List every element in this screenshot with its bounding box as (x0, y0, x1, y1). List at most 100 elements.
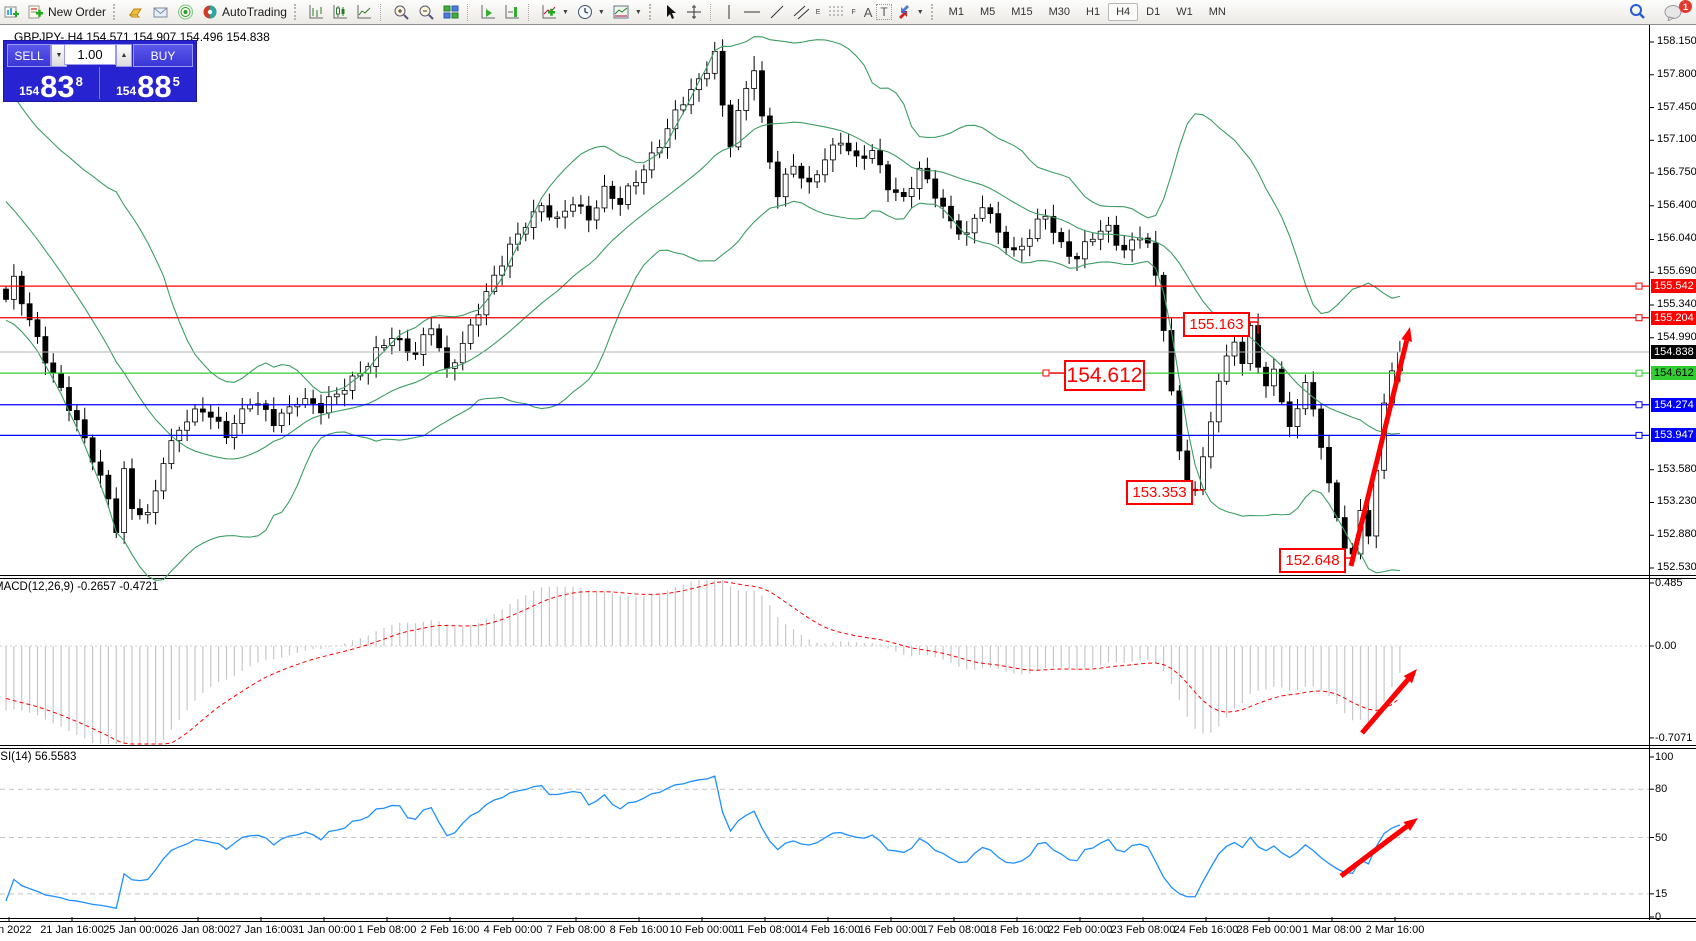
new-order-button[interactable]: New Order (24, 3, 110, 21)
indicators-button[interactable]: ▼ (537, 3, 573, 21)
tab-timeframe-M15[interactable]: M15 (1011, 6, 1033, 18)
zoom-in-icon (394, 5, 409, 20)
chat-icon (1664, 5, 1682, 21)
crosshair-button[interactable] (682, 3, 706, 21)
new-order-label: New Order (48, 5, 107, 19)
periods-icon (577, 5, 592, 19)
tab-timeframe-H1[interactable]: H1 (1086, 6, 1101, 18)
macd-indicator (0, 580, 1654, 745)
cursor-button[interactable] (659, 3, 682, 21)
trendline-button[interactable] (765, 3, 789, 21)
arrows-button[interactable]: ▼ (892, 3, 928, 21)
toolbar-grip (113, 4, 120, 20)
chart-shift-button[interactable] (500, 3, 524, 21)
volume-up-button[interactable]: ▲ (116, 44, 132, 67)
templates-button[interactable]: ▼ (609, 3, 646, 21)
tab-timeframe-M5[interactable]: M5 (979, 6, 996, 18)
toolbar-grip (648, 4, 656, 20)
time-axis (8, 917, 1396, 922)
buy-price[interactable]: 154 88 5 (100, 65, 196, 103)
trendline-icon (770, 5, 784, 19)
toolbar-grip (930, 4, 938, 20)
auto-scroll-button[interactable] (476, 3, 500, 21)
sell-button[interactable]: SELL (7, 44, 51, 67)
horizontal-line-button[interactable] (739, 3, 765, 21)
buy-button[interactable]: BUY (133, 44, 193, 67)
tab-timeframe-W1[interactable]: W1 (1176, 6, 1193, 18)
indicators-icon (542, 5, 556, 19)
templates-dropdown-icon: ▼ (634, 8, 642, 16)
tab-timeframe-MN[interactable]: MN (1208, 6, 1226, 18)
channel-tag: E (815, 8, 821, 16)
text-button[interactable]: A (860, 4, 877, 21)
level-line-handle[interactable] (1635, 282, 1643, 290)
horizontal-level-lines (0, 282, 1649, 439)
tab-timeframe-M30[interactable]: M30 (1048, 6, 1071, 18)
price-divider (99, 67, 100, 99)
autotrading-label: AutoTrading (222, 5, 287, 19)
timeframe-bar: M1 M5 M15 M30 H1 H4 D1 W1 MN (941, 3, 1234, 21)
line-chart-button[interactable] (352, 3, 376, 21)
buy-price-prefix: 154 (116, 84, 137, 98)
chart-title: GBPJPY-,H4 154.571 154.907 154.496 154.8… (14, 30, 270, 44)
buy-price-big: 88 (137, 69, 172, 104)
tile-windows-button[interactable] (439, 3, 463, 21)
text-label-button[interactable]: T (876, 4, 892, 20)
sell-price-sup: 8 (75, 74, 83, 89)
level-line-handle[interactable] (1635, 401, 1643, 409)
notifications-button[interactable]: 1 (1660, 0, 1692, 22)
signal-icon (178, 4, 194, 20)
tab-timeframe-M1[interactable]: M1 (948, 6, 964, 18)
fibonacci-button[interactable]: F (824, 3, 859, 21)
sell-price[interactable]: 154 83 8 (4, 65, 98, 103)
auto-scroll-icon (481, 5, 495, 19)
mail-button[interactable] (148, 3, 173, 21)
signal-button[interactable] (173, 3, 198, 21)
tile-windows-icon (443, 5, 459, 19)
gold-button[interactable] (123, 3, 148, 21)
crosshair-icon (686, 5, 701, 19)
equidistant-channel-button[interactable]: E (789, 3, 825, 21)
bollinger-bands (5, 36, 1401, 581)
arrows-icon (898, 5, 909, 19)
toolbar-grip (293, 4, 301, 20)
periods-button[interactable]: ▼ (573, 3, 609, 21)
text-icon: A (863, 4, 873, 20)
text-label-icon: T (880, 5, 888, 19)
price-axis-ticks (1649, 41, 1654, 569)
volume-input[interactable] (64, 44, 116, 65)
tab-timeframe-D1[interactable]: D1 (1146, 6, 1161, 18)
toolbar-separator (527, 3, 533, 21)
indicators-dropdown-icon: ▼ (561, 8, 569, 16)
fibo-tag: F (851, 8, 856, 16)
zoom-in-button[interactable] (389, 3, 414, 21)
main-toolbar: New Order AutoTrading ▼ ▼ ▼ E F A T ▼ M1… (0, 0, 1696, 25)
zoom-out-button[interactable] (414, 3, 439, 21)
search-button[interactable] (1624, 2, 1650, 22)
tab-timeframe-H4[interactable]: H4 (1108, 3, 1139, 21)
gold-icon (128, 8, 142, 18)
autotrading-icon (203, 5, 217, 19)
level-line-handle[interactable] (1635, 431, 1643, 439)
mail-icon (153, 7, 168, 18)
line-chart-icon (357, 5, 371, 19)
zoom-out-icon (419, 5, 434, 20)
sell-price-prefix: 154 (19, 84, 40, 98)
level-line-handle[interactable] (1635, 369, 1643, 377)
candlestick-chart-button[interactable] (328, 3, 352, 21)
templates-icon (613, 5, 629, 19)
level-line-handle[interactable] (1635, 314, 1643, 322)
search-icon (1630, 4, 1645, 19)
autotrading-button[interactable]: AutoTrading (198, 3, 291, 21)
fibonacci-icon (829, 6, 845, 16)
equidistant-channel-icon (793, 5, 810, 20)
vertical-line-button[interactable] (719, 3, 739, 21)
trend-arrows (1339, 327, 1418, 878)
volume-down-button[interactable]: ▼ (51, 44, 67, 67)
new-chart-button[interactable] (0, 3, 24, 21)
vertical-line-icon (728, 5, 730, 19)
bar-chart-button[interactable] (304, 3, 328, 21)
notification-badge: 1 (1679, 0, 1692, 13)
cursor-icon (666, 5, 676, 19)
